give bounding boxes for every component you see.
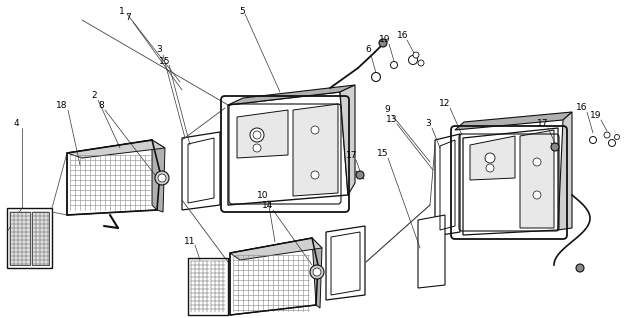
Polygon shape bbox=[67, 140, 160, 215]
Polygon shape bbox=[237, 110, 288, 158]
Text: 14: 14 bbox=[262, 202, 274, 211]
Circle shape bbox=[158, 174, 166, 182]
Polygon shape bbox=[463, 128, 558, 235]
Polygon shape bbox=[228, 85, 355, 105]
Circle shape bbox=[390, 61, 397, 68]
Polygon shape bbox=[558, 112, 572, 230]
Text: 5: 5 bbox=[239, 6, 245, 16]
Circle shape bbox=[253, 131, 261, 139]
Text: 19: 19 bbox=[380, 34, 391, 44]
Circle shape bbox=[311, 171, 319, 179]
Circle shape bbox=[533, 158, 541, 166]
Circle shape bbox=[408, 56, 417, 65]
Text: 12: 12 bbox=[439, 99, 451, 107]
Text: 3: 3 bbox=[156, 45, 162, 54]
Polygon shape bbox=[32, 212, 49, 265]
Text: 2: 2 bbox=[91, 91, 97, 100]
Text: 15: 15 bbox=[377, 149, 388, 157]
Polygon shape bbox=[182, 132, 220, 210]
Circle shape bbox=[311, 126, 319, 134]
Text: 15: 15 bbox=[159, 57, 171, 66]
Circle shape bbox=[614, 135, 620, 140]
Text: 17: 17 bbox=[346, 150, 358, 160]
Text: 18: 18 bbox=[56, 101, 68, 110]
Polygon shape bbox=[7, 208, 52, 268]
Polygon shape bbox=[67, 140, 165, 158]
Polygon shape bbox=[520, 130, 554, 228]
Polygon shape bbox=[340, 85, 355, 195]
Circle shape bbox=[609, 140, 616, 147]
Text: 7: 7 bbox=[125, 13, 131, 23]
Polygon shape bbox=[10, 212, 30, 265]
Circle shape bbox=[604, 132, 610, 138]
Circle shape bbox=[356, 171, 364, 179]
Polygon shape bbox=[230, 238, 322, 260]
Polygon shape bbox=[312, 238, 322, 308]
Circle shape bbox=[533, 191, 541, 199]
Polygon shape bbox=[152, 140, 165, 212]
Circle shape bbox=[155, 171, 169, 185]
Circle shape bbox=[551, 143, 559, 151]
Polygon shape bbox=[326, 226, 365, 300]
Text: 3: 3 bbox=[425, 120, 431, 128]
Text: 6: 6 bbox=[365, 45, 371, 54]
Text: 9: 9 bbox=[384, 106, 390, 114]
Text: 16: 16 bbox=[576, 102, 588, 112]
Circle shape bbox=[576, 264, 584, 272]
Polygon shape bbox=[230, 238, 318, 315]
Polygon shape bbox=[293, 104, 338, 196]
Text: 11: 11 bbox=[184, 237, 196, 245]
Polygon shape bbox=[435, 134, 460, 236]
Circle shape bbox=[413, 52, 419, 58]
Circle shape bbox=[486, 164, 494, 172]
Circle shape bbox=[371, 73, 381, 81]
Polygon shape bbox=[455, 112, 572, 130]
Circle shape bbox=[418, 60, 424, 66]
Circle shape bbox=[313, 268, 321, 276]
Circle shape bbox=[485, 153, 495, 163]
Polygon shape bbox=[470, 136, 515, 180]
Circle shape bbox=[250, 128, 264, 142]
Text: 13: 13 bbox=[387, 115, 397, 125]
Text: 17: 17 bbox=[537, 120, 548, 128]
Polygon shape bbox=[418, 215, 445, 288]
Text: 8: 8 bbox=[98, 101, 104, 110]
Text: 16: 16 bbox=[397, 31, 409, 40]
Polygon shape bbox=[188, 258, 228, 315]
Text: 1: 1 bbox=[119, 6, 125, 16]
Text: 4: 4 bbox=[13, 120, 19, 128]
Text: 19: 19 bbox=[590, 112, 602, 121]
Circle shape bbox=[253, 144, 261, 152]
Text: 10: 10 bbox=[257, 191, 269, 201]
Circle shape bbox=[379, 39, 387, 47]
Polygon shape bbox=[228, 92, 348, 205]
Circle shape bbox=[589, 136, 596, 143]
Circle shape bbox=[310, 265, 324, 279]
